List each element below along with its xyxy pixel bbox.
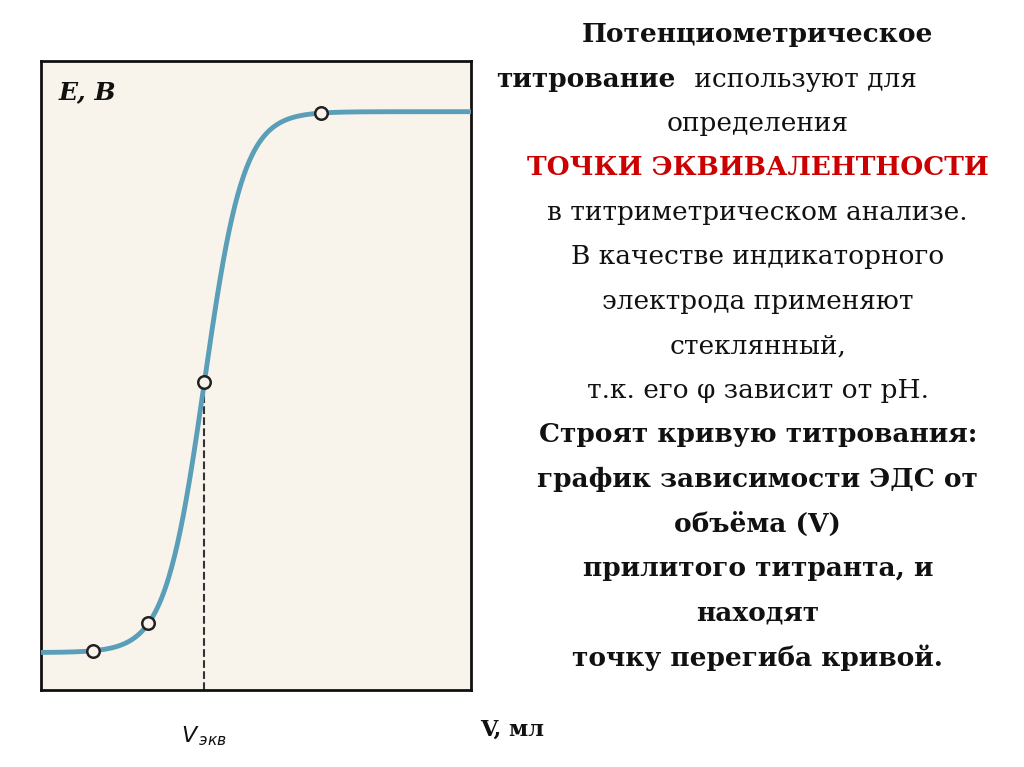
Text: В качестве индикаторного: В качестве индикаторного <box>571 245 944 269</box>
Text: т.к. его φ зависит от pH.: т.к. его φ зависит от pH. <box>587 378 929 403</box>
Text: объёма (V): объёма (V) <box>675 512 841 536</box>
Text: Потенциометрическое: Потенциометрическое <box>582 22 934 47</box>
Text: в титриметрическом анализе.: в титриметрическом анализе. <box>548 200 968 225</box>
Text: используют для: используют для <box>686 67 916 91</box>
Text: Строят кривую титрования:: Строят кривую титрования: <box>539 423 977 447</box>
Text: определения: определения <box>667 111 849 136</box>
Text: электрода применяют: электрода применяют <box>602 289 913 314</box>
Text: стеклянный,: стеклянный, <box>670 334 846 358</box>
Text: прилитого титранта, и: прилитого титранта, и <box>583 556 933 581</box>
Text: титрование: титрование <box>497 67 676 91</box>
Text: точку перегиба кривой.: точку перегиба кривой. <box>572 644 943 670</box>
Text: график зависимости ЭДС от: график зависимости ЭДС от <box>538 467 978 492</box>
Text: $V_{\,экв}$: $V_{\,экв}$ <box>181 725 227 749</box>
Text: находят: находят <box>696 601 819 625</box>
Text: титрование используют для: титрование используют для <box>562 67 953 91</box>
Text: V, мл: V, мл <box>479 719 544 741</box>
Text: E, B: E, B <box>58 81 116 104</box>
Text: ТОЧКИ ЭКВИВАЛЕНТНОСТИ: ТОЧКИ ЭКВИВАЛЕНТНОСТИ <box>527 156 988 180</box>
